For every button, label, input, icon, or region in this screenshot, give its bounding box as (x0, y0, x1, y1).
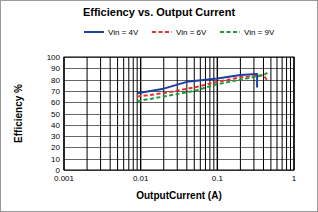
minor-grid (117, 57, 118, 170)
grid-line (64, 125, 294, 126)
y-tick-label: 30 (51, 132, 60, 141)
legend-swatch (152, 31, 172, 33)
grid-line (64, 159, 294, 160)
grid-line (64, 102, 294, 103)
grid-line (64, 68, 294, 69)
minor-grid (200, 57, 201, 170)
minor-grid (240, 57, 241, 170)
y-tick-label: 20 (51, 143, 60, 152)
grid-line (64, 80, 294, 81)
minor-grid (263, 57, 264, 170)
series-group (137, 73, 267, 101)
minor-grid (133, 57, 134, 170)
legend-label: Vin = 4V (108, 28, 139, 37)
minor-grid (270, 57, 271, 170)
legend-swatch (220, 31, 240, 33)
minor-grid (194, 57, 195, 170)
minor-grid (110, 57, 111, 170)
minor-grid (87, 57, 88, 170)
plot-area (64, 57, 294, 170)
minor-grid (282, 57, 283, 170)
grid-line (64, 136, 294, 137)
minor-grid (177, 57, 178, 170)
legend-label: Vin = 6V (176, 28, 207, 37)
y-axis-title: Efficiency % (13, 84, 24, 143)
chart-title: Efficiency vs. Output Current (83, 6, 236, 18)
minor-grid (186, 57, 187, 170)
series-line (137, 73, 267, 101)
y-tick-label: 50 (51, 110, 60, 119)
minor-grid (286, 57, 287, 170)
minor-grid (205, 57, 206, 170)
x-tick-label: 0.1 (212, 174, 224, 183)
x-tick-label: 0.01 (133, 174, 149, 183)
minor-grid (100, 57, 101, 170)
minor-grid (123, 57, 124, 170)
y-tick-label: 40 (51, 121, 60, 130)
chart-border (1, 1, 318, 212)
y-tick-label: 100 (47, 53, 61, 62)
minor-grid (213, 57, 214, 170)
grid-line (217, 57, 218, 170)
grid-line (64, 147, 294, 148)
minor-grid (128, 57, 129, 170)
plot-frame (64, 57, 294, 170)
y-tick-label: 90 (51, 64, 60, 73)
minor-grid (276, 57, 277, 170)
y-tick-label: 10 (51, 155, 60, 164)
minor-grid (209, 57, 210, 170)
minor-grid (290, 57, 291, 170)
x-axis-title: OutputCurrent (A) (136, 190, 222, 201)
y-tick-label: 60 (51, 98, 60, 107)
grid-line (64, 114, 294, 115)
y-tick-label: 80 (51, 76, 60, 85)
y-tick-label: 70 (51, 87, 60, 96)
minor-grid (163, 57, 164, 170)
x-tick-label: 1 (292, 174, 297, 183)
x-tick-label: 0.001 (54, 174, 75, 183)
minor-grid (137, 57, 138, 170)
grid-line (140, 57, 141, 170)
legend-label: Vin = 9V (244, 28, 275, 37)
legend-swatch (84, 31, 104, 33)
